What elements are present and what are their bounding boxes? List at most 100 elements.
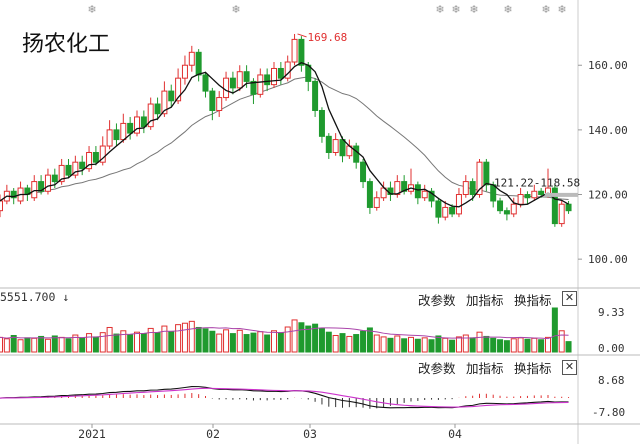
volume-bar <box>339 333 346 353</box>
high-pointer <box>297 33 307 38</box>
candle-body <box>435 200 442 218</box>
candle-body <box>223 77 230 99</box>
volume-bar <box>161 325 168 353</box>
snowflake-icon: ❄ <box>87 3 96 16</box>
volume-bar <box>44 338 51 353</box>
volume-bar <box>387 337 394 353</box>
volume-bar <box>229 333 236 353</box>
candle-body <box>99 145 106 163</box>
candle-body <box>476 161 483 196</box>
candle-body <box>175 77 182 102</box>
down-arrow-icon: ↓ <box>62 290 70 304</box>
candle-body <box>250 80 257 95</box>
candle-body <box>339 139 346 157</box>
candle-body <box>31 181 38 199</box>
volume-bar <box>134 331 140 353</box>
candle-body <box>558 203 565 225</box>
candle-body <box>421 190 428 199</box>
volume-bar <box>127 334 134 353</box>
volume-bar <box>332 334 339 353</box>
volume-bar <box>257 331 264 353</box>
volume-bar <box>401 338 408 353</box>
volume-bar <box>3 338 10 353</box>
macd-change-params-button[interactable]: 改参数 <box>418 361 456 376</box>
volume-bar <box>435 335 442 353</box>
candle-body <box>209 90 216 111</box>
volume-add-indicator-button[interactable]: 加指标 <box>466 293 504 308</box>
candle-body <box>318 109 325 137</box>
volume-change-params-button[interactable]: 改参数 <box>418 293 456 308</box>
volume-bar <box>325 331 332 353</box>
macd-dif-line <box>0 385 569 409</box>
volume-bar <box>277 332 284 353</box>
volume-bar <box>380 336 387 353</box>
price-tick-label: 120.00 <box>588 189 628 202</box>
candle-body <box>65 164 72 176</box>
candle-body <box>524 194 531 199</box>
volume-bar <box>188 320 195 353</box>
volume-close-icon[interactable]: ✕ <box>562 291 577 306</box>
volume-bar <box>120 330 127 353</box>
volume-bar <box>462 334 469 353</box>
volume-bar <box>545 336 551 353</box>
candle-body <box>257 74 264 95</box>
volume-bar <box>421 337 428 353</box>
volume-bar <box>503 340 510 353</box>
candle-body <box>44 174 51 192</box>
candle-body <box>497 200 504 212</box>
volume-bar <box>168 331 175 353</box>
volume-value: 5551.700 <box>0 290 56 304</box>
volume-bar <box>216 333 223 353</box>
candle-body <box>264 74 271 86</box>
volume-bar <box>318 327 325 353</box>
candle-body <box>332 139 339 153</box>
volume-bar <box>449 339 456 353</box>
candle-body <box>79 161 86 170</box>
candle-body <box>517 194 524 205</box>
volume-bar <box>250 332 257 353</box>
snowflake-icon: ❄ <box>451 3 460 16</box>
candle-body <box>325 135 332 153</box>
volume-bar <box>455 336 462 353</box>
stock-title: 扬农化工 <box>22 32 111 57</box>
candle-body <box>147 103 154 128</box>
candle-body <box>140 116 147 128</box>
volume-bar <box>565 341 572 353</box>
volume-bar <box>99 332 106 353</box>
volume-bar <box>291 319 298 353</box>
macd-dea-line <box>0 387 569 408</box>
snowflake-icon: ❄ <box>231 3 240 16</box>
candle-body <box>92 152 99 163</box>
volume-switch-indicator-button[interactable]: 换指标 <box>514 293 552 308</box>
macd-close-icon[interactable]: ✕ <box>562 360 577 375</box>
volume-bar <box>243 334 250 353</box>
candle-body <box>51 174 58 183</box>
time-tick-label: 04 <box>448 427 462 441</box>
candle-body <box>168 90 175 102</box>
volume-bar <box>414 338 421 353</box>
candle-body <box>236 71 243 89</box>
candle-body <box>442 206 449 218</box>
volume-bar <box>442 337 449 353</box>
candle-body <box>366 181 373 208</box>
volume-bar <box>497 339 504 353</box>
volume-bar <box>531 337 538 353</box>
volume-bar <box>209 330 216 353</box>
candle-body <box>72 161 79 176</box>
macd-switch-indicator-button[interactable]: 换指标 <box>514 361 552 376</box>
volume-bar <box>86 333 93 353</box>
volume-bar <box>510 338 517 353</box>
volume-bar <box>271 330 277 353</box>
candle-body <box>291 38 298 63</box>
candle-body <box>188 51 195 66</box>
volume-bar <box>298 322 305 353</box>
snowflake-icon: ❄ <box>557 3 566 16</box>
volume-bar <box>353 334 360 353</box>
candle-body <box>551 187 558 225</box>
volume-tick-label: 0.00 <box>598 342 625 355</box>
snowflake-icon: ❄ <box>541 3 550 16</box>
candle-body <box>462 181 469 196</box>
candle-body <box>134 116 140 134</box>
macd-add-indicator-button[interactable]: 加指标 <box>466 361 504 376</box>
candle-body <box>284 61 291 79</box>
